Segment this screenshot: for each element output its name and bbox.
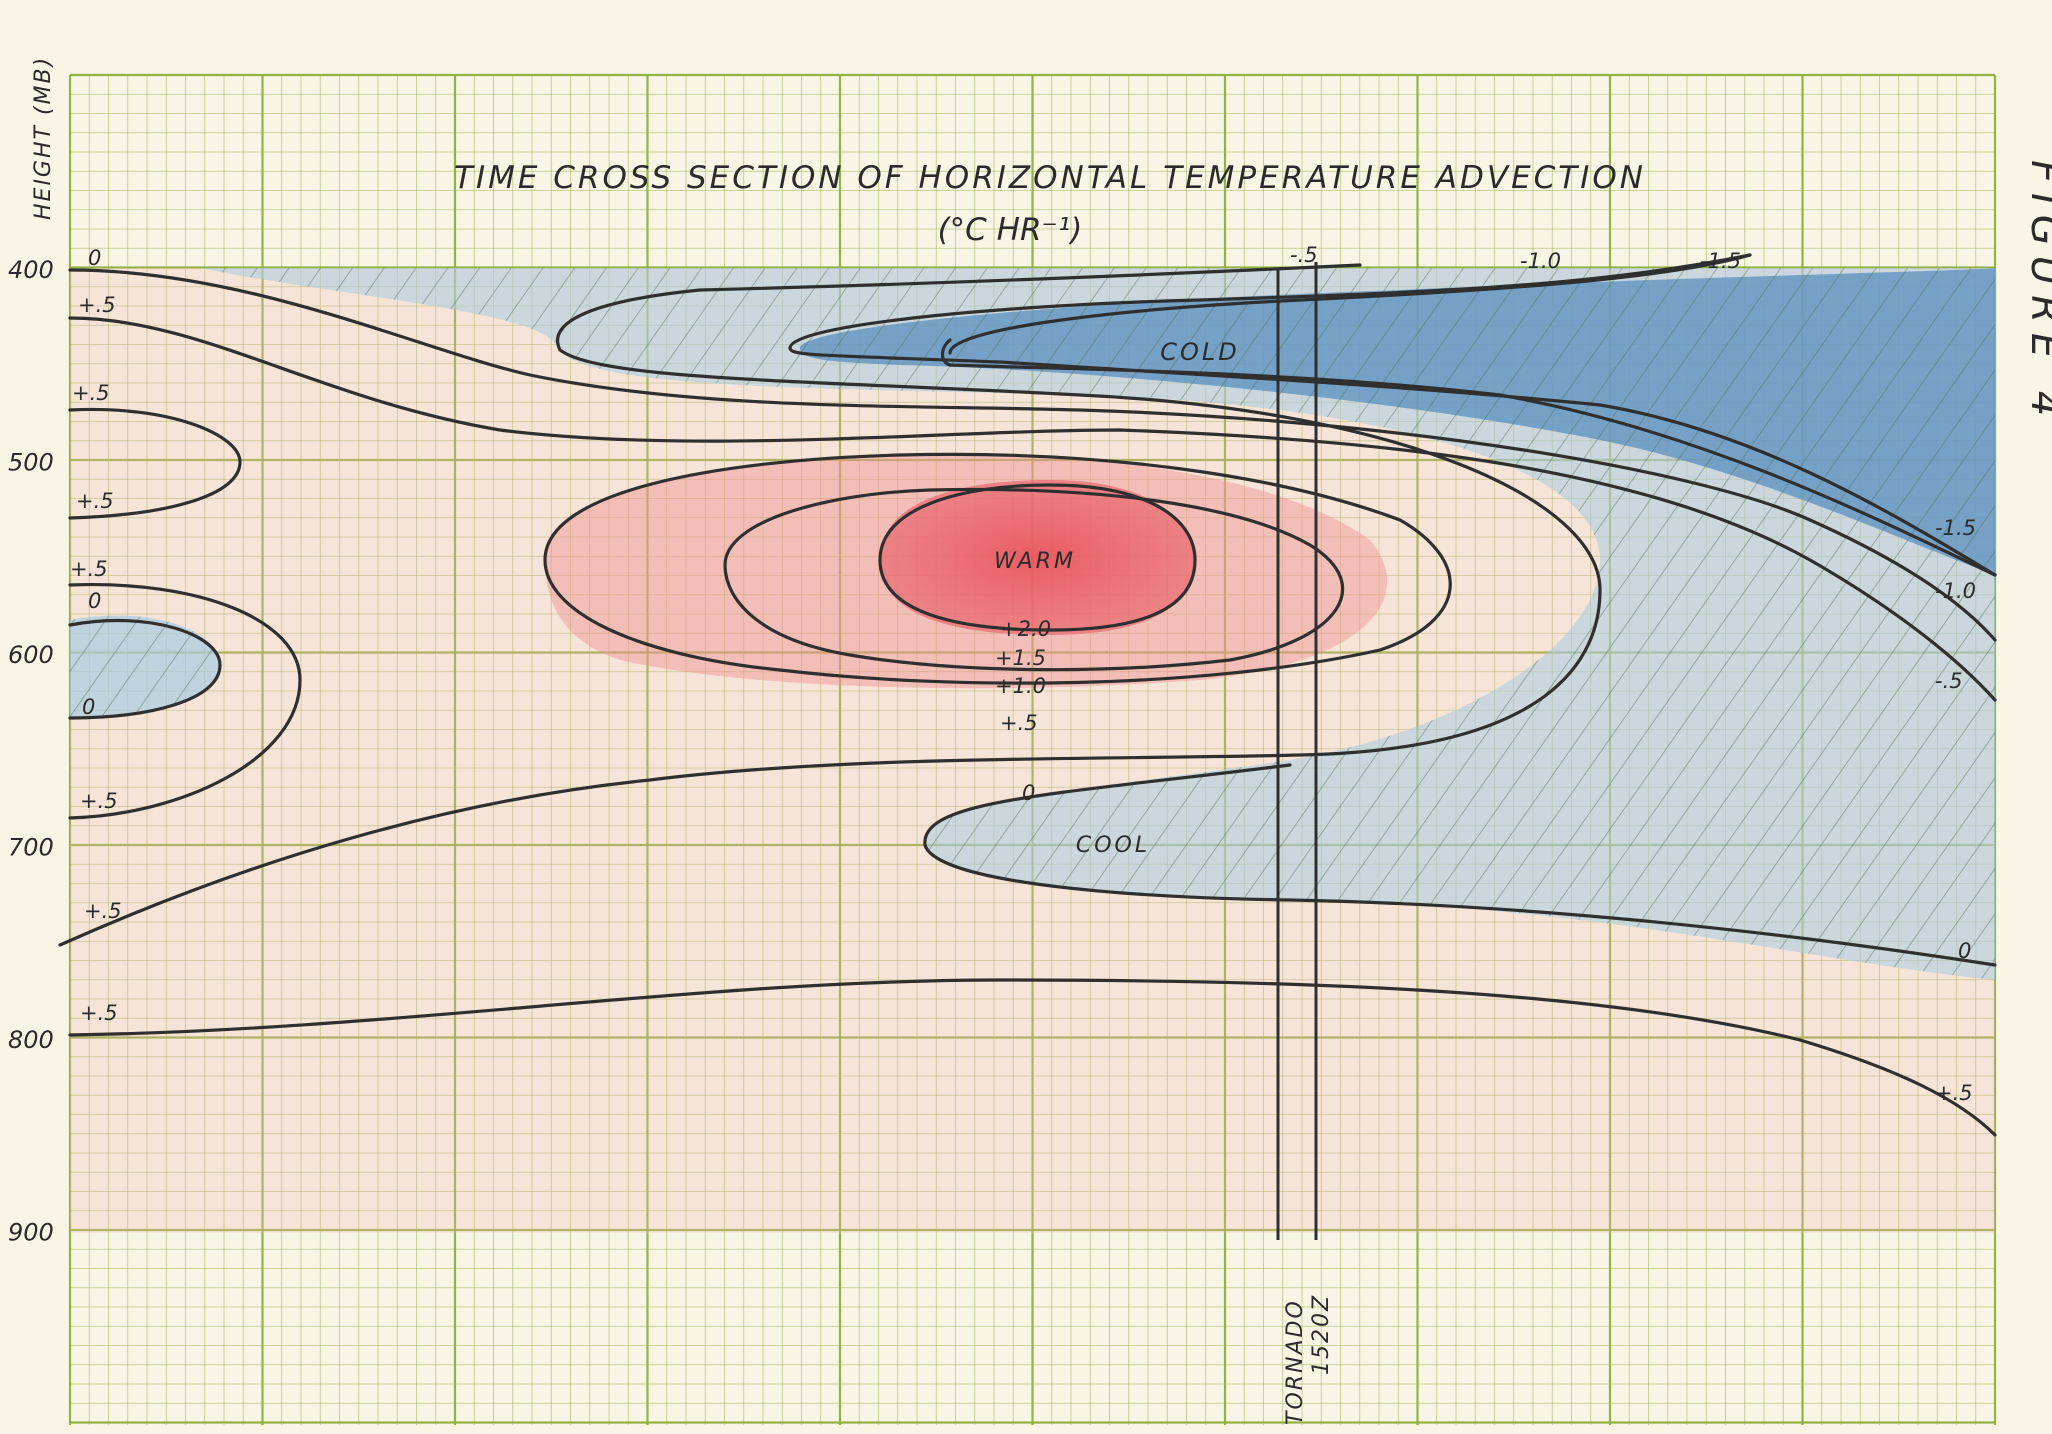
contour-label: +1.0 xyxy=(995,674,1046,698)
tornado-label: TORNADO xyxy=(1283,1299,1308,1425)
contour-label: +.5 xyxy=(84,899,122,923)
contour-label: 0 xyxy=(82,695,95,719)
contour-label: 0 xyxy=(88,589,101,613)
contour-label: +.5 xyxy=(80,1001,118,1025)
contour-line xyxy=(543,452,1452,685)
warm-core-fill xyxy=(880,480,1195,635)
contour-label: +.5 xyxy=(1000,711,1038,735)
contour-label: +.5 xyxy=(80,789,118,813)
contour-label: -.5 xyxy=(1290,243,1318,267)
shading-layer xyxy=(70,268,1995,1233)
contour-label: -1.0 xyxy=(1935,579,1976,603)
tornado-time: 1520Z xyxy=(1309,1294,1334,1375)
contour-line xyxy=(58,263,1602,947)
region-label-warm: WARM xyxy=(994,549,1076,574)
figure-label: FIGURE 4 xyxy=(2022,160,2052,426)
contour-label: +.5 xyxy=(70,557,108,581)
y-tick-label: 900 xyxy=(8,1219,54,1247)
contour-line xyxy=(948,253,1752,355)
contour-line xyxy=(723,487,1345,672)
contour-label: -.5 xyxy=(1935,669,1963,693)
contour-line xyxy=(940,338,1997,577)
y-axis-label: HEIGHT (MB) xyxy=(31,56,56,220)
y-tick-labels: 400 500 600 700 800 900 xyxy=(8,256,54,1247)
contour-line xyxy=(68,582,302,820)
contour-label: +2.0 xyxy=(1000,617,1051,641)
contour-line xyxy=(68,978,1997,1137)
contour-label: +.5 xyxy=(78,293,116,317)
contour-label: -1.5 xyxy=(1700,249,1741,273)
contour-line xyxy=(68,618,222,720)
region-label-cool: COOL xyxy=(1076,833,1150,858)
region-label-cold: COLD xyxy=(1160,338,1240,366)
contour-label: -1.5 xyxy=(1935,516,1976,540)
contour-label: -1.0 xyxy=(1520,249,1561,273)
contour-line xyxy=(68,407,242,520)
contour-line xyxy=(923,763,1997,967)
chart-subtitle: (°C HR⁻¹) xyxy=(938,212,1083,248)
contour-label: +1.5 xyxy=(995,646,1046,670)
y-tick-label: 600 xyxy=(8,641,54,669)
contour-label: 0 xyxy=(1022,781,1035,805)
contour-line xyxy=(878,483,1197,632)
contour-value-labels: 0 +.5 +.5 +.5 +.5 0 0 +.5 +.5 +.5 -.5 -1.0 -1.5 +2.0 +… xyxy=(70,243,1976,1105)
contour-line xyxy=(68,268,1997,642)
y-tick-label: 700 xyxy=(8,834,54,862)
contour-label: +.5 xyxy=(72,381,110,405)
contour-label: 0 xyxy=(88,246,101,270)
contour-line xyxy=(788,253,1752,350)
y-tick-label: 400 xyxy=(8,256,54,284)
contour-line xyxy=(68,316,1997,702)
y-tick-label: 800 xyxy=(8,1026,54,1054)
contour-label: +.5 xyxy=(1935,1081,1973,1105)
contour-lines xyxy=(58,253,1997,1240)
contour-label: 0 xyxy=(1958,939,1971,963)
hatched-negative-area xyxy=(200,268,1995,980)
y-tick-label: 500 xyxy=(8,449,54,477)
contour-label: +.5 xyxy=(76,489,114,513)
contour-line xyxy=(788,346,1997,577)
chart-title: TIME CROSS SECTION OF HORIZONTAL TEMPERA… xyxy=(454,160,1646,196)
hatched-cool-left xyxy=(70,615,220,719)
